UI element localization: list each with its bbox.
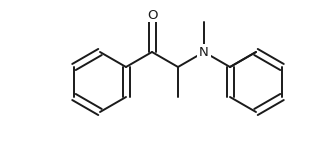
Text: O: O [147,8,157,21]
Text: N: N [199,45,209,58]
